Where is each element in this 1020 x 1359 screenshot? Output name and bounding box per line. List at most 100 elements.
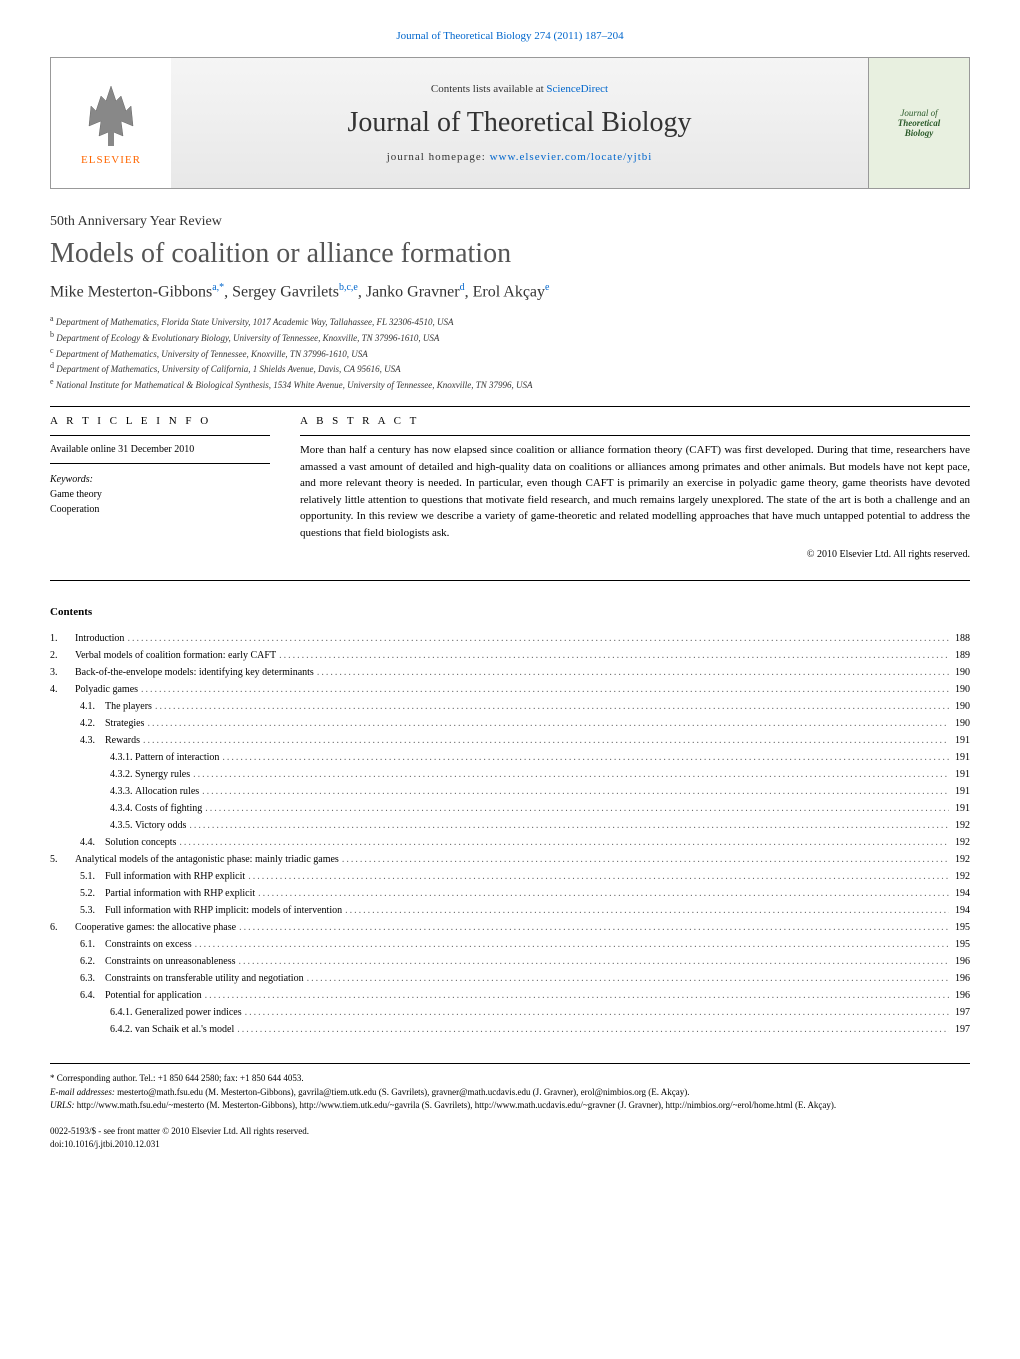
toc-dots: [189, 817, 949, 834]
abstract-text: More than half a century has now elapsed…: [300, 442, 970, 541]
toc-title: Constraints on unreasonableness: [105, 953, 236, 970]
toc-row[interactable]: 3. Back-of-the-envelope models: identify…: [50, 664, 970, 681]
toc-title: Partial information with RHP explicit: [105, 885, 255, 902]
toc-row[interactable]: 4.2. Strategies 190: [50, 715, 970, 732]
toc-row[interactable]: 4.1. The players 190: [50, 698, 970, 715]
toc-dots: [245, 1004, 949, 1021]
toc-title: Cooperative games: the allocative phase: [75, 919, 236, 936]
toc-row[interactable]: 1. Introduction 188: [50, 630, 970, 647]
toc-page: 197: [952, 1004, 970, 1021]
author-name: Mike Mesterton-Gibbons: [50, 283, 212, 300]
toc-number: 3.: [50, 664, 75, 681]
toc-title: Potential for application: [105, 987, 202, 1004]
affil-marker: b: [50, 330, 54, 339]
issn-line: 0022-5193/$ - see front matter © 2010 El…: [50, 1125, 970, 1139]
toc-title: Generalized power indices: [135, 1004, 242, 1021]
toc-number: 4.1.: [80, 698, 105, 715]
toc-title: Allocation rules: [135, 783, 199, 800]
toc-row[interactable]: 4.3.5. Victory odds 192: [50, 817, 970, 834]
toc-dots: [279, 647, 949, 664]
toc-title: Analytical models of the antagonistic ph…: [75, 851, 339, 868]
elsevier-label: ELSEVIER: [81, 154, 141, 166]
article-info: A R T I C L E I N F O Available online 3…: [50, 415, 270, 560]
toc-row[interactable]: 6.3. Constraints on transferable utility…: [50, 970, 970, 987]
toc-number: 4.3.5.: [110, 817, 135, 834]
email-addresses: E-mail addresses: mesterto@math.fsu.edu …: [50, 1086, 970, 1100]
toc-dots: [143, 732, 949, 749]
affiliations: a Department of Mathematics, Florida Sta…: [50, 313, 970, 391]
article-info-heading: A R T I C L E I N F O: [50, 415, 270, 427]
abstract: A B S T R A C T More than half a century…: [300, 415, 970, 560]
toc-row[interactable]: 4.4. Solution concepts 192: [50, 834, 970, 851]
abstract-heading: A B S T R A C T: [300, 415, 970, 427]
toc-page: 196: [952, 987, 970, 1004]
toc-page: 188: [952, 630, 970, 647]
toc-row[interactable]: 5.2. Partial information with RHP explic…: [50, 885, 970, 902]
toc-row[interactable]: 2. Verbal models of coalition formation:…: [50, 647, 970, 664]
urls: http://www.math.fsu.edu/~mesterto (M. Me…: [75, 1100, 837, 1110]
toc-page: 189: [952, 647, 970, 664]
toc-dots: [239, 953, 949, 970]
toc-page: 191: [952, 766, 970, 783]
toc-row[interactable]: 6.2. Constraints on unreasonableness 196: [50, 953, 970, 970]
toc-row[interactable]: 6.1. Constraints on excess 195: [50, 936, 970, 953]
toc-page: 195: [952, 919, 970, 936]
homepage-link[interactable]: www.elsevier.com/locate/yjtbi: [490, 151, 653, 163]
toc-row[interactable]: 4.3.3. Allocation rules 191: [50, 783, 970, 800]
author-affil-marker: d: [460, 282, 465, 293]
toc-row[interactable]: 4.3.2. Synergy rules 191: [50, 766, 970, 783]
toc-title: Victory odds: [135, 817, 186, 834]
toc-page: 191: [952, 732, 970, 749]
toc-number: 2.: [50, 647, 75, 664]
urls-label: URLS:: [50, 1100, 75, 1110]
toc-dots: [248, 868, 949, 885]
toc-dots: [205, 800, 949, 817]
toc-row[interactable]: 6. Cooperative games: the allocative pha…: [50, 919, 970, 936]
author-affil-marker: e: [545, 282, 549, 293]
toc-dots: [141, 681, 949, 698]
author-name: Janko Gravner: [366, 283, 460, 300]
toc-row[interactable]: 4. Polyadic games 190: [50, 681, 970, 698]
divider: [50, 580, 970, 581]
toc-row[interactable]: 5.3. Full information with RHP implicit:…: [50, 902, 970, 919]
toc-title: van Schaik et al.'s model: [135, 1021, 234, 1038]
toc-page: 190: [952, 715, 970, 732]
toc-row[interactable]: 6.4.2. van Schaik et al.'s model 197: [50, 1021, 970, 1038]
toc-title: Verbal models of coalition formation: ea…: [75, 647, 276, 664]
sciencedirect-link[interactable]: ScienceDirect: [546, 83, 608, 95]
corresponding-author: * Corresponding author. Tel.: +1 850 644…: [50, 1072, 970, 1086]
toc-row[interactable]: 5. Analytical models of the antagonistic…: [50, 851, 970, 868]
toc-page: 196: [952, 953, 970, 970]
toc-number: 5.3.: [80, 902, 105, 919]
toc-number: 4.2.: [80, 715, 105, 732]
toc-row[interactable]: 4.3.4. Costs of fighting 191: [50, 800, 970, 817]
divider: [50, 406, 970, 407]
toc-dots: [202, 783, 949, 800]
homepage-line: journal homepage: www.elsevier.com/locat…: [387, 151, 653, 163]
toc-number: 5.1.: [80, 868, 105, 885]
contents-text: Contents lists available at: [431, 83, 546, 95]
toc-page: 192: [952, 868, 970, 885]
toc-dots: [179, 834, 949, 851]
toc-row[interactable]: 4.3. Rewards 191: [50, 732, 970, 749]
toc-row[interactable]: 6.4.1. Generalized power indices 197: [50, 1004, 970, 1021]
toc-dots: [258, 885, 949, 902]
info-divider: [50, 463, 270, 464]
toc-number: 4.3.3.: [110, 783, 135, 800]
toc-number: 4.4.: [80, 834, 105, 851]
toc-page: 190: [952, 681, 970, 698]
toc-row[interactable]: 6.4. Potential for application 196: [50, 987, 970, 1004]
toc-dots: [342, 851, 949, 868]
toc-number: 6.3.: [80, 970, 105, 987]
toc-number: 1.: [50, 630, 75, 647]
toc-page: 194: [952, 885, 970, 902]
toc-dots: [195, 936, 949, 953]
toc-dots: [147, 715, 949, 732]
affil-marker: c: [50, 346, 54, 355]
toc-row[interactable]: 4.3.1. Pattern of interaction 191: [50, 749, 970, 766]
keyword: Cooperation: [50, 502, 270, 517]
authors-line: Mike Mesterton-Gibbonsa,*, Sergey Gavril…: [50, 282, 970, 301]
author-affil-marker: a,*: [212, 282, 224, 293]
toc-row[interactable]: 5.1. Full information with RHP explicit …: [50, 868, 970, 885]
contents-available-line: Contents lists available at ScienceDirec…: [431, 83, 608, 95]
